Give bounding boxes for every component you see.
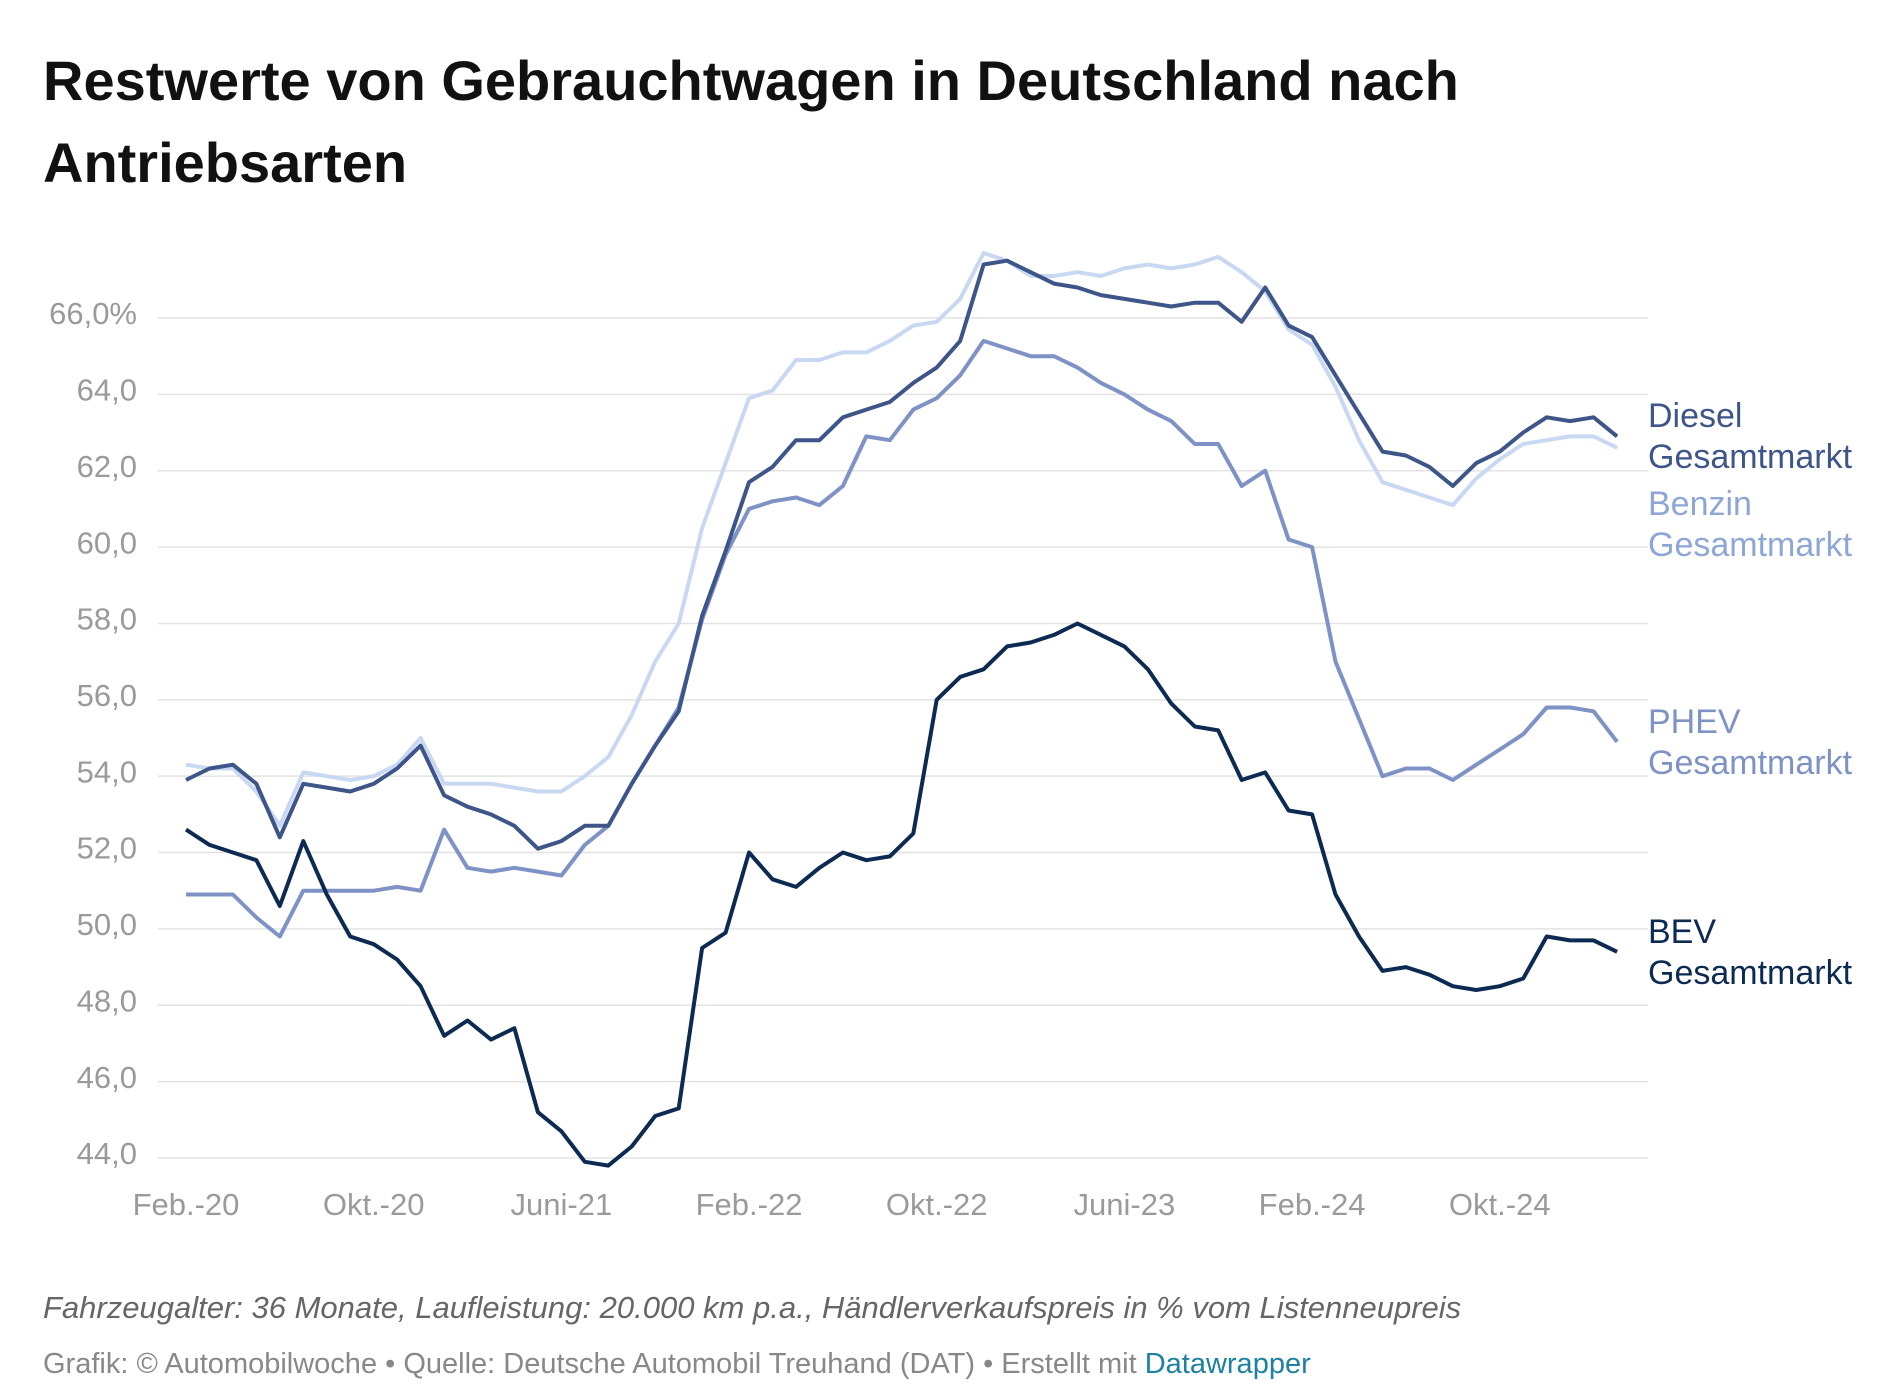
x-tick-label: Feb.-20 (133, 1187, 240, 1222)
series-line (186, 338, 1619, 939)
legend-label: BEV Gesamtmarkt (1648, 912, 1853, 992)
y-tick-label: 66,0% (49, 296, 137, 331)
x-tick-label: Okt.-22 (886, 1187, 988, 1222)
y-tick-label: 54,0 (77, 754, 137, 789)
legend-label: PHEV Gesamtmarkt (1648, 702, 1853, 782)
legend-label: Diesel Gesamtmarkt (1648, 397, 1853, 477)
y-tick-label: 52,0 (77, 831, 137, 866)
y-tick-label: 48,0 (77, 983, 137, 1018)
series-line (185, 251, 1618, 828)
source-link[interactable]: Datawrapper (1144, 1348, 1311, 1380)
series-line (184, 621, 1618, 1168)
y-tick-label: 58,0 (77, 602, 137, 637)
x-tick-label: Okt.-20 (323, 1187, 425, 1222)
source: Grafik: © Automobilwoche • Quelle: Deuts… (43, 1348, 1311, 1381)
y-tick-label: 60,0 (77, 525, 137, 560)
y-tick-label: 62,0 (77, 449, 137, 484)
x-tick-label: Juni-23 (1074, 1187, 1176, 1222)
chart-title: Restwerte von Gebrauchtwagen in Deutschl… (43, 49, 1459, 194)
x-tick-label: Okt.-24 (1449, 1187, 1551, 1222)
y-tick-label: 64,0 (77, 373, 137, 408)
y-tick-label: 44,0 (77, 1136, 137, 1171)
series-line (185, 258, 1619, 851)
notes: Fahrzeugalter: 36 Monate, Laufleistung: … (43, 1290, 1462, 1325)
source-text: Grafik: © Automobilwoche • Quelle: Deuts… (43, 1348, 1137, 1380)
x-tick-label: Feb.-22 (696, 1187, 803, 1222)
x-tick-label: Juni-21 (511, 1187, 613, 1222)
y-tick-label: 56,0 (77, 678, 137, 713)
legend-label: Benzin Gesamtmarkt (1648, 485, 1853, 565)
x-tick-label: Feb.-24 (1259, 1187, 1366, 1222)
y-tick-label: 46,0 (77, 1060, 137, 1095)
y-tick-label: 50,0 (77, 907, 137, 942)
